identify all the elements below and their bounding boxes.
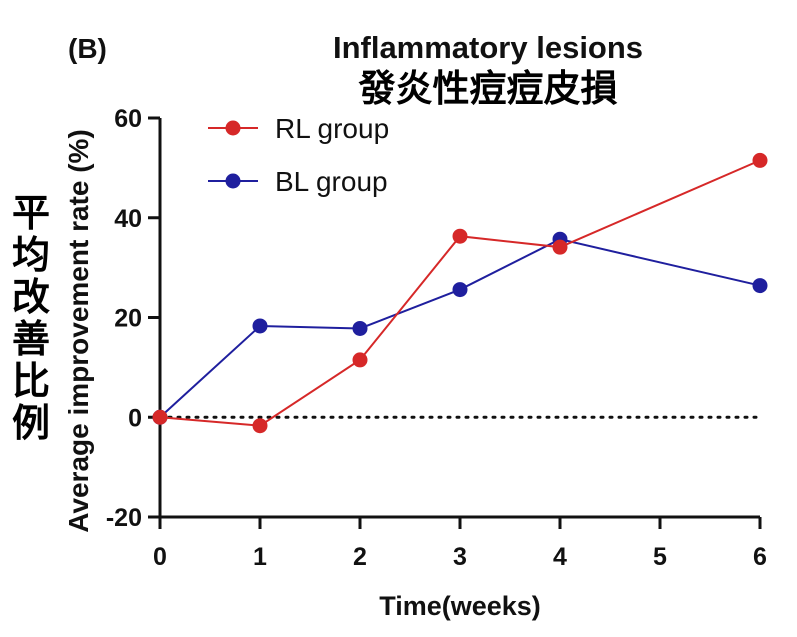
series-line bbox=[159, 238, 761, 418]
y-tick-label: 0 bbox=[128, 404, 142, 432]
data-point bbox=[352, 320, 368, 336]
legend-item: BL group bbox=[208, 166, 388, 197]
legend-label: BL group bbox=[275, 166, 388, 197]
series-bl-group bbox=[152, 231, 768, 425]
chart-subtitle: 發炎性痘痘皮損 bbox=[358, 66, 618, 110]
axes: -20 0 20 40 60 0 1 2 3 4 5 6 bbox=[106, 105, 767, 571]
y-axis-label-cjk-char: 均 bbox=[12, 232, 50, 277]
chart-title: Inflammatory lesions bbox=[333, 30, 643, 65]
y-axis-label-cjk-char: 例 bbox=[12, 400, 50, 445]
data-point bbox=[752, 278, 768, 294]
y-axis-label-cjk-char: 改 bbox=[12, 274, 50, 319]
data-point bbox=[452, 228, 468, 244]
legend-marker bbox=[225, 120, 241, 136]
y-axis-label-cjk-char: 比 bbox=[12, 358, 50, 403]
x-tick-label: 0 bbox=[153, 543, 167, 571]
x-axis-label: Time(weeks) bbox=[379, 591, 541, 621]
x-tick-label: 3 bbox=[453, 543, 467, 571]
y-axis-label-cjk-char: 平 bbox=[12, 190, 50, 235]
y-tick-label: 20 bbox=[114, 305, 142, 333]
data-point bbox=[252, 418, 268, 434]
y-tick-label: 40 bbox=[114, 205, 142, 233]
panel-label: (B) bbox=[68, 33, 107, 64]
series-rl-group bbox=[152, 152, 768, 434]
x-tick-label: 4 bbox=[553, 543, 567, 571]
data-point bbox=[752, 152, 768, 168]
y-axis-label-cjk-char: 善 bbox=[12, 316, 50, 361]
data-point bbox=[452, 282, 468, 298]
data-point bbox=[552, 239, 568, 255]
y-tick-label: -20 bbox=[106, 504, 142, 532]
legend: RL group BL group bbox=[208, 113, 389, 197]
data-point bbox=[252, 318, 268, 334]
series-layer bbox=[152, 152, 768, 434]
series-line bbox=[159, 159, 761, 427]
legend-item: RL group bbox=[208, 113, 389, 144]
x-tick-label: 1 bbox=[253, 543, 267, 571]
legend-label: RL group bbox=[275, 113, 389, 144]
x-tick-label: 6 bbox=[753, 543, 767, 571]
legend-marker bbox=[225, 173, 241, 189]
x-tick-label: 5 bbox=[653, 543, 667, 571]
y-tick-label: 60 bbox=[114, 105, 142, 133]
data-point bbox=[352, 352, 368, 368]
data-point bbox=[152, 409, 168, 425]
x-tick-label: 2 bbox=[353, 543, 367, 571]
y-axis-label: Average improvement rate (%) bbox=[63, 129, 94, 533]
